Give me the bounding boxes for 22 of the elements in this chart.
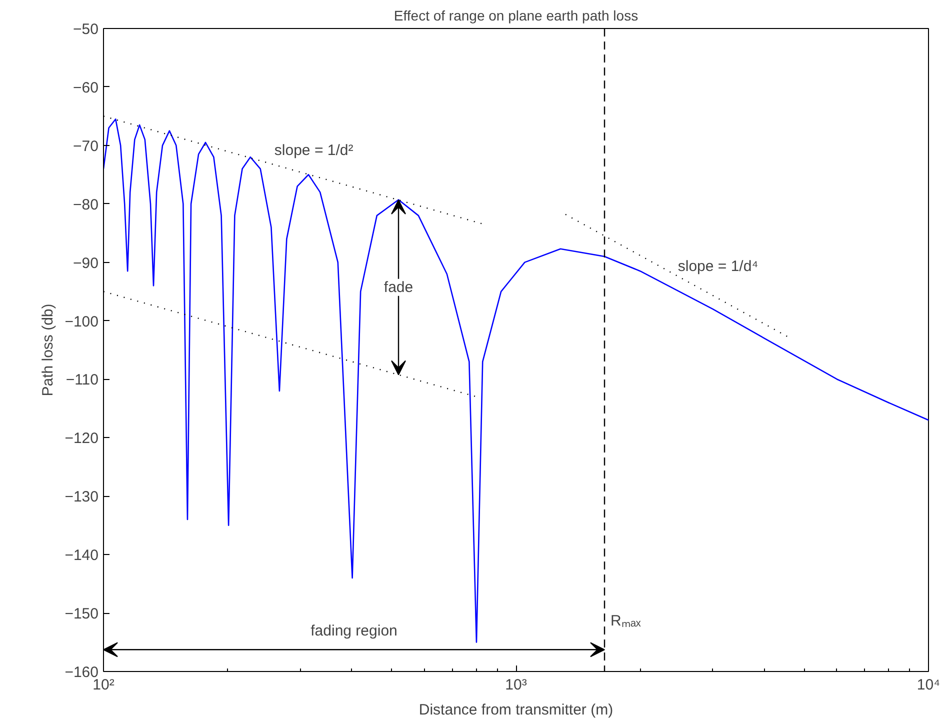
chart-title: Effect of range on plane earth path loss bbox=[394, 8, 638, 24]
y-tick-label: −120 bbox=[64, 430, 99, 448]
x-tick-label: 10³ bbox=[505, 676, 527, 694]
y-tick-label: −110 bbox=[66, 372, 99, 389]
ref-line-label: Rₘₐₓ bbox=[610, 612, 641, 630]
annotation: fading region bbox=[310, 622, 398, 640]
x-tick-label: 10⁴ bbox=[916, 676, 940, 694]
annotation: slope = 1/d² bbox=[274, 142, 354, 159]
annotation: fade bbox=[384, 278, 414, 296]
y-tick-label: −150 bbox=[64, 606, 99, 623]
y-tick-label: −90 bbox=[73, 254, 99, 272]
y-tick-label: −80 bbox=[73, 196, 99, 214]
y-tick-label: −70 bbox=[73, 138, 99, 155]
y-tick-label: −140 bbox=[64, 547, 99, 564]
x-axis-title: Distance from transmitter (m) bbox=[418, 702, 614, 718]
y-tick-label: −130 bbox=[64, 488, 99, 506]
x-tick-label: 10² bbox=[92, 676, 114, 694]
y-tick-label: −100 bbox=[64, 313, 99, 330]
y-axis-title: Path loss (db) bbox=[40, 304, 57, 396]
annotation: slope = 1/d⁴ bbox=[678, 258, 758, 275]
y-tick-label: −50 bbox=[73, 21, 99, 38]
y-tick-label: −60 bbox=[73, 79, 99, 96]
